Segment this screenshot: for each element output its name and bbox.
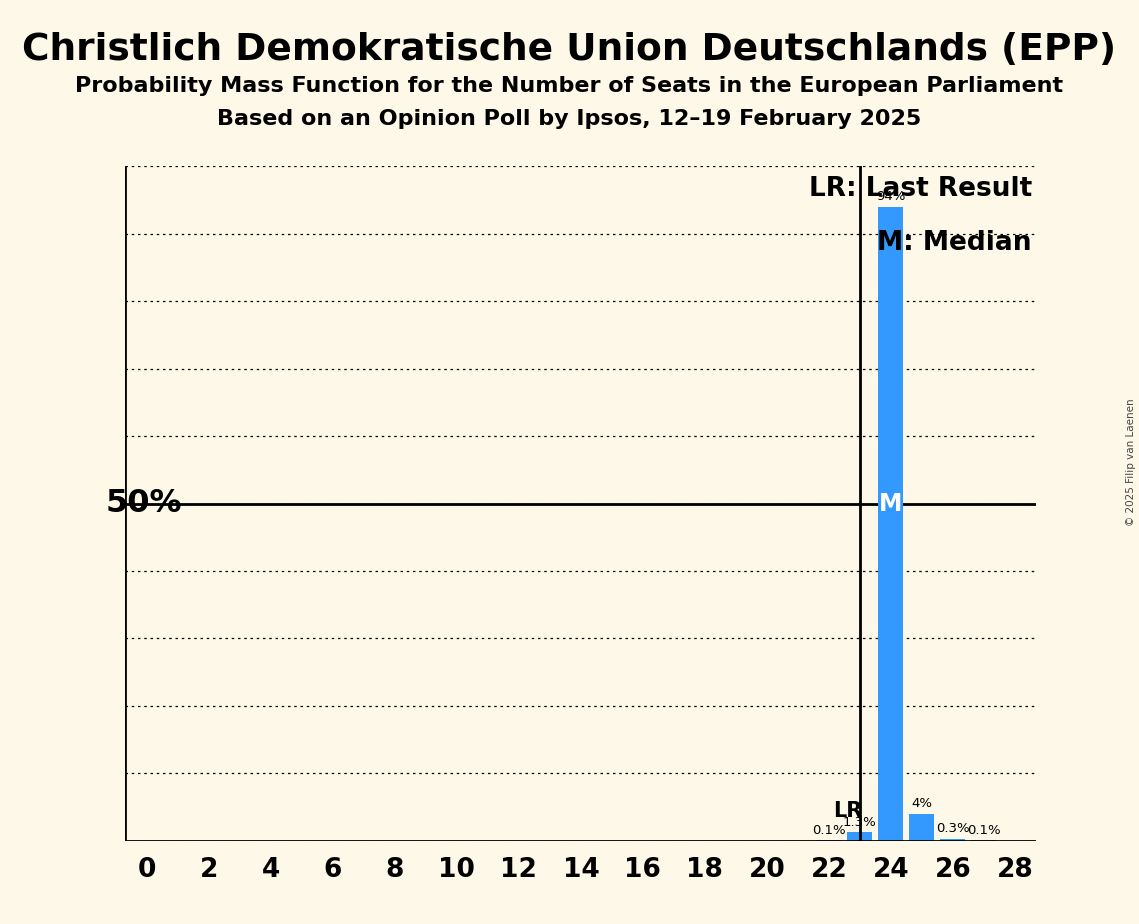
Text: 0.1%: 0.1%: [967, 824, 1001, 837]
Text: 1.3%: 1.3%: [843, 816, 877, 829]
Text: © 2025 Filip van Laenen: © 2025 Filip van Laenen: [1125, 398, 1136, 526]
Text: Based on an Opinion Poll by Ipsos, 12–19 February 2025: Based on an Opinion Poll by Ipsos, 12–19…: [218, 109, 921, 129]
Text: 50%: 50%: [105, 488, 181, 519]
Text: LR: LR: [834, 800, 862, 821]
Text: 4%: 4%: [911, 797, 933, 810]
Text: 94%: 94%: [876, 190, 906, 203]
Bar: [909, 814, 934, 841]
Bar: [847, 833, 872, 841]
Text: 0.1%: 0.1%: [812, 824, 845, 837]
Text: M: Median: M: Median: [877, 230, 1032, 256]
Bar: [941, 839, 965, 841]
Text: 0.3%: 0.3%: [936, 822, 969, 835]
Bar: [878, 207, 903, 841]
Text: M: M: [879, 492, 902, 516]
Text: LR: Last Result: LR: Last Result: [809, 176, 1032, 202]
Text: Probability Mass Function for the Number of Seats in the European Parliament: Probability Mass Function for the Number…: [75, 76, 1064, 96]
Text: Christlich Demokratische Union Deutschlands (EPP): Christlich Demokratische Union Deutschla…: [23, 32, 1116, 68]
